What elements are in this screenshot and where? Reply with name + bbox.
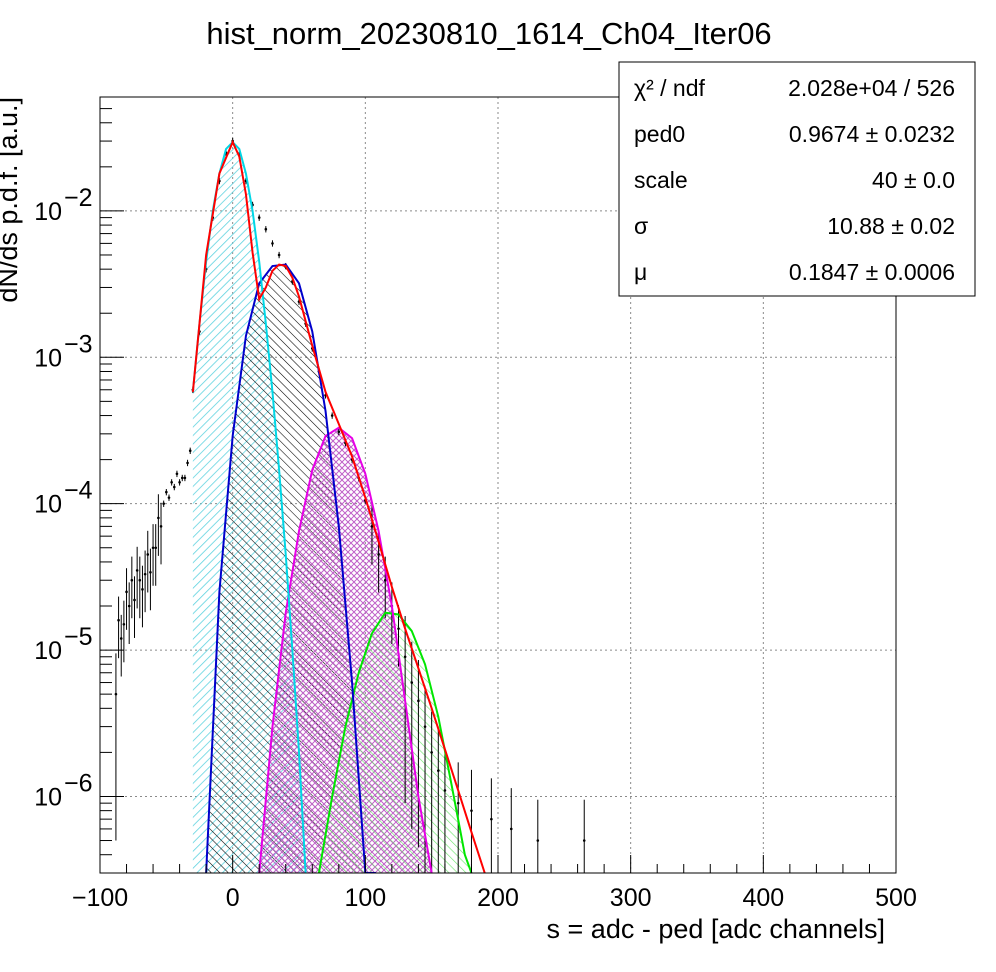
histogram-point [181,477,184,480]
histogram-point [157,517,160,520]
y-tick-label: 10 [34,491,62,519]
histogram-point [271,242,274,245]
x-tick-label: −100 [72,884,128,912]
stats-label: ped0 [634,121,685,147]
histogram-point [189,449,192,452]
histogram-point [437,769,440,772]
histogram-point [258,216,261,219]
histogram-point [168,496,171,499]
histogram-point [165,491,168,494]
histogram-point [123,623,126,626]
stats-box: χ² / ndf 2.028e+04 / 526 ped0 0.9674 ± 0.02… [619,62,975,296]
histogram-point [470,809,473,812]
y-tick-exponent: −3 [64,330,93,358]
histogram-point [178,481,181,484]
y-tick-exponent: −6 [64,769,93,797]
y-tick-label: 10 [34,198,62,226]
histogram-point [278,254,281,257]
y-tick-labels: 10 −210 −310−410−510−6 [34,184,92,812]
y-tick-exponent: −4 [64,477,93,505]
histogram-point [146,553,149,556]
histogram-point [430,751,433,754]
histogram-point [149,571,152,574]
histogram-point [170,481,173,484]
x-tick-label: 300 [610,884,652,912]
stats-label: μ [634,259,647,285]
histogram-point [410,681,413,684]
stats-value: 0.9674 ± 0.0232 [789,121,955,147]
chart-title: hist_norm_20230810_1614_Ch04_Iter06 [206,16,771,51]
histogram-point [537,839,540,842]
histogram-point [186,462,189,465]
y-tick-exponent: −2 [64,184,93,212]
stats-label: χ² / ndf [634,75,705,101]
histogram-point [128,605,131,608]
histogram-point [424,725,427,728]
histogram-point [125,591,128,594]
x-tick-label: 200 [477,884,519,912]
fit-component-fills [193,142,472,875]
histogram-point [510,828,513,831]
histogram-point [144,573,147,576]
histogram-point [184,477,187,480]
x-tick-label: 400 [742,884,784,912]
histogram-point [583,839,586,842]
histogram-point [173,486,176,489]
y-axis-title: dN/ds p.d.f. [a.u.] [0,97,23,303]
histogram-point [444,789,447,792]
stats-value: 0.1847 ± 0.0006 [789,259,955,285]
x-tick-label: 100 [344,884,386,912]
stats-value: 40 ± 0.0 [872,167,955,193]
x-tick-label: 0 [226,884,240,912]
histogram-point [338,430,341,433]
histogram-point [397,627,400,630]
stats-value: 2.028e+04 / 526 [788,75,955,101]
histogram-point [117,619,120,622]
histogram-point [152,546,155,549]
stats-value: 10.88 ± 0.02 [827,213,955,239]
histogram-point [139,579,142,582]
histogram-point [490,818,493,821]
y-tick-label: 10 [34,783,62,811]
stats-label: σ [634,213,648,239]
histogram-point [141,588,144,591]
histogram-point [131,579,134,582]
y-tick-label: 10 [34,637,62,665]
histogram-point [162,502,165,505]
y-tick-exponent: −5 [64,623,93,651]
y-tick-label: 10 [34,344,62,372]
histogram-point [176,473,179,476]
x-tick-labels: −100 0 100 200 300 400 500 [72,884,917,912]
stats-label: scale [634,167,688,193]
histogram-point [265,228,268,231]
histogram-point [331,414,334,417]
histogram-point [115,693,118,696]
histogram-point [404,655,407,658]
x-axis-title: s = adc - ped [adc channels] [547,914,885,944]
histogram-point [417,700,420,703]
histogram-point [160,525,163,528]
histogram-point [136,569,139,572]
x-tick-label: 500 [875,884,917,912]
histogram-point [457,802,460,805]
histogram-point [133,599,136,602]
histogram-point [120,637,123,640]
histogram-point [154,546,157,549]
histogram-point [377,553,380,556]
